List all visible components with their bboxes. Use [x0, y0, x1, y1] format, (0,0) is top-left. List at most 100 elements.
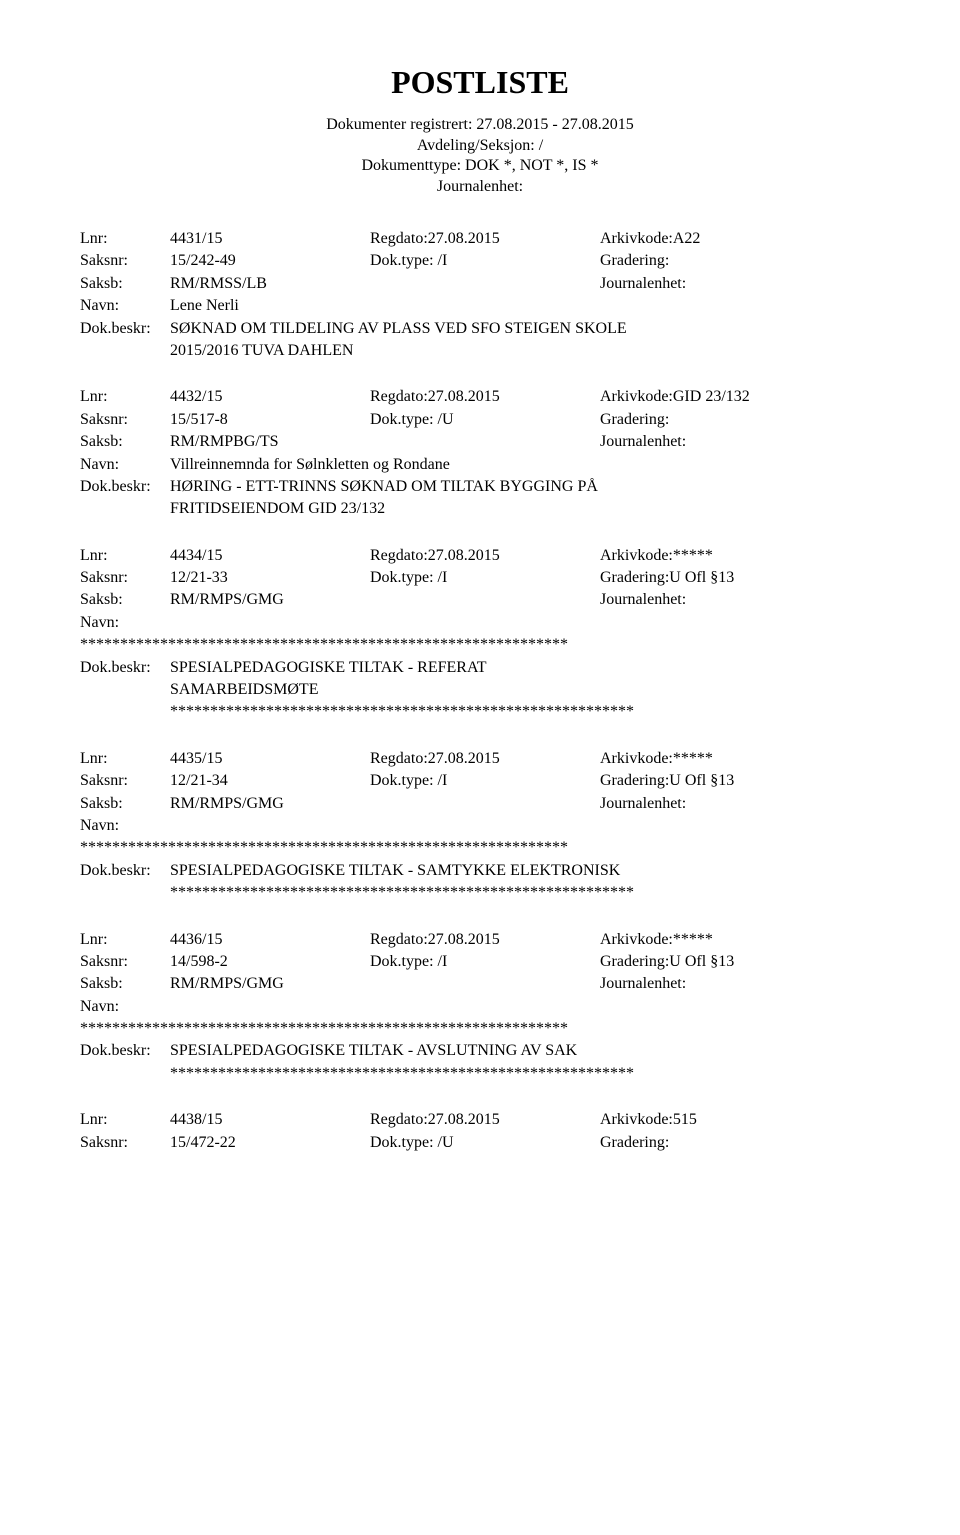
arkivkode-value: Arkivkode:***** [600, 929, 880, 951]
saksb-label: Saksb: [80, 793, 170, 815]
header-line-3: Dokumenttype: DOK *, NOT *, IS * [80, 156, 880, 177]
stars-line: ****************************************… [80, 634, 568, 656]
lnr-label: Lnr: [80, 1109, 170, 1131]
stars-line: ****************************************… [80, 837, 568, 859]
beskr-line-1: SPESIALPEDAGOGISKE TILTAK - SAMTYKKE ELE… [170, 860, 620, 882]
regdato-value: Regdato:27.08.2015 [370, 386, 600, 408]
doktype-value: Dok.type: /I [370, 567, 600, 589]
saksnr-label: Saksnr: [80, 951, 170, 973]
arkivkode-value: Arkivkode:515 [600, 1109, 880, 1131]
saksnr-value: 14/598-2 [170, 951, 370, 973]
arkivkode-value: Arkivkode:***** [600, 748, 880, 770]
gradering-value: Gradering:U Ofl §13 [600, 951, 880, 973]
saksb-label: Saksb: [80, 589, 170, 611]
stars-line: ****************************************… [170, 1063, 634, 1085]
stars-line: ****************************************… [80, 1018, 568, 1040]
dokbeskr-label: Dok.beskr: [80, 318, 170, 340]
navn-label: Navn: [80, 454, 170, 476]
saksnr-label: Saksnr: [80, 567, 170, 589]
navn-label: Navn: [80, 295, 170, 317]
lnr-value: 4431/15 [170, 228, 370, 250]
saksnr-label: Saksnr: [80, 409, 170, 431]
saksnr-label: Saksnr: [80, 250, 170, 272]
gradering-value: Gradering: [600, 1132, 880, 1154]
dokbeskr-label: Dok.beskr: [80, 1040, 170, 1062]
saksnr-value: 12/21-33 [170, 567, 370, 589]
entry: Lnr: 4436/15 Regdato:27.08.2015 Arkivkod… [80, 929, 880, 1086]
navn-value: Lene Nerli [170, 295, 239, 317]
saksb-label: Saksb: [80, 273, 170, 295]
arkivkode-value: Arkivkode:***** [600, 545, 880, 567]
journalenhet-value: Journalenhet: [600, 431, 880, 453]
lnr-value: 4436/15 [170, 929, 370, 951]
beskr-line-2: 2015/2016 TUVA DAHLEN [170, 340, 353, 362]
lnr-label: Lnr: [80, 929, 170, 951]
saksb-label: Saksb: [80, 973, 170, 995]
saksnr-label: Saksnr: [80, 770, 170, 792]
regdato-value: Regdato:27.08.2015 [370, 748, 600, 770]
dokbeskr-label: Dok.beskr: [80, 476, 170, 498]
beskr-line-1: SØKNAD OM TILDELING AV PLASS VED SFO STE… [170, 318, 627, 340]
lnr-label: Lnr: [80, 748, 170, 770]
header-block: Dokumenter registrert: 27.08.2015 - 27.0… [80, 115, 880, 198]
saksb-value: RM/RMPBG/TS [170, 431, 370, 453]
doktype-value: Dok.type: /I [370, 770, 600, 792]
header-line-2: Avdeling/Seksjon: / [80, 136, 880, 157]
beskr-line-2: FRITIDSEIENDOM GID 23/132 [170, 498, 385, 520]
saksb-value: RM/RMPS/GMG [170, 973, 370, 995]
beskr-line-1: HØRING - ETT-TRINNS SØKNAD OM TILTAK BYG… [170, 476, 598, 498]
regdato-value: Regdato:27.08.2015 [370, 228, 600, 250]
lnr-label: Lnr: [80, 228, 170, 250]
lnr-label: Lnr: [80, 545, 170, 567]
saksnr-value: 15/242-49 [170, 250, 370, 272]
saksb-label: Saksb: [80, 431, 170, 453]
beskr-line-1: SPESIALPEDAGOGISKE TILTAK - AVSLUTNING A… [170, 1040, 577, 1062]
doktype-value: Dok.type: /U [370, 409, 600, 431]
stars-line: ****************************************… [170, 701, 634, 723]
navn-label: Navn: [80, 996, 170, 1018]
navn-label: Navn: [80, 612, 170, 634]
navn-value: Villreinnemnda for Sølnkletten og Rondan… [170, 454, 450, 476]
saksb-value: RM/RMPS/GMG [170, 589, 370, 611]
doktype-value: Dok.type: /I [370, 951, 600, 973]
page-title: POSTLISTE [80, 60, 880, 105]
journalenhet-value: Journalenhet: [600, 973, 880, 995]
beskr-line-2: SAMARBEIDSMØTE [170, 679, 318, 701]
lnr-label: Lnr: [80, 386, 170, 408]
gradering-value: Gradering:U Ofl §13 [600, 770, 880, 792]
lnr-value: 4438/15 [170, 1109, 370, 1131]
lnr-value: 4434/15 [170, 545, 370, 567]
regdato-value: Regdato:27.08.2015 [370, 545, 600, 567]
gradering-value: Gradering: [600, 250, 880, 272]
saksb-value: RM/RMPS/GMG [170, 793, 370, 815]
arkivkode-value: Arkivkode:GID 23/132 [600, 386, 880, 408]
saksnr-value: 12/21-34 [170, 770, 370, 792]
navn-label: Navn: [80, 815, 170, 837]
saksb-value: RM/RMSS/LB [170, 273, 370, 295]
lnr-value: 4432/15 [170, 386, 370, 408]
entry: Lnr: 4432/15 Regdato:27.08.2015 Arkivkod… [80, 386, 880, 520]
dokbeskr-label: Dok.beskr: [80, 860, 170, 882]
gradering-value: Gradering:U Ofl §13 [600, 567, 880, 589]
entry: Lnr: 4435/15 Regdato:27.08.2015 Arkivkod… [80, 748, 880, 905]
doktype-value: Dok.type: /U [370, 1132, 600, 1154]
saksnr-label: Saksnr: [80, 1132, 170, 1154]
header-line-4: Journalenhet: [80, 177, 880, 198]
entry: Lnr: 4431/15 Regdato:27.08.2015 Arkivkod… [80, 228, 880, 362]
beskr-line-1: SPESIALPEDAGOGISKE TILTAK - REFERAT [170, 657, 487, 679]
lnr-value: 4435/15 [170, 748, 370, 770]
stars-line: ****************************************… [170, 882, 634, 904]
dokbeskr-label: Dok.beskr: [80, 657, 170, 679]
journalenhet-value: Journalenhet: [600, 589, 880, 611]
saksnr-value: 15/472-22 [170, 1132, 370, 1154]
entry: Lnr: 4438/15 Regdato:27.08.2015 Arkivkod… [80, 1109, 880, 1154]
regdato-value: Regdato:27.08.2015 [370, 1109, 600, 1131]
journalenhet-value: Journalenhet: [600, 793, 880, 815]
journalenhet-value: Journalenhet: [600, 273, 880, 295]
header-line-1: Dokumenter registrert: 27.08.2015 - 27.0… [80, 115, 880, 136]
gradering-value: Gradering: [600, 409, 880, 431]
arkivkode-value: Arkivkode:A22 [600, 228, 880, 250]
doktype-value: Dok.type: /I [370, 250, 600, 272]
regdato-value: Regdato:27.08.2015 [370, 929, 600, 951]
entry: Lnr: 4434/15 Regdato:27.08.2015 Arkivkod… [80, 545, 880, 724]
